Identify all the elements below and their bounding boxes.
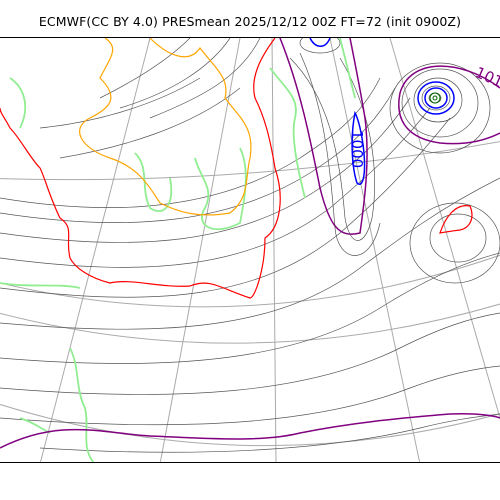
map-canvas: 1000 101 — [0, 38, 500, 462]
pressure-map: 1000 101 — [0, 37, 500, 463]
isobars — [0, 38, 500, 453]
contour-label-1000: 1000 — [348, 130, 366, 168]
coastlines — [0, 38, 356, 462]
blue-contours — [309, 38, 455, 185]
contour-label-101: 101 — [472, 63, 500, 91]
purple-contour-1008 — [279, 38, 368, 235]
red-contour — [0, 38, 281, 299]
purple-contour-1010 — [398, 65, 500, 145]
low-center-marker — [429, 92, 441, 104]
red-contour-small — [439, 205, 473, 234]
chart-title: ECMWF(CC BY 4.0) PRESmean 2025/12/12 00Z… — [38, 14, 462, 29]
orange-contour — [79, 38, 252, 216]
purple-contour-south — [0, 413, 500, 449]
